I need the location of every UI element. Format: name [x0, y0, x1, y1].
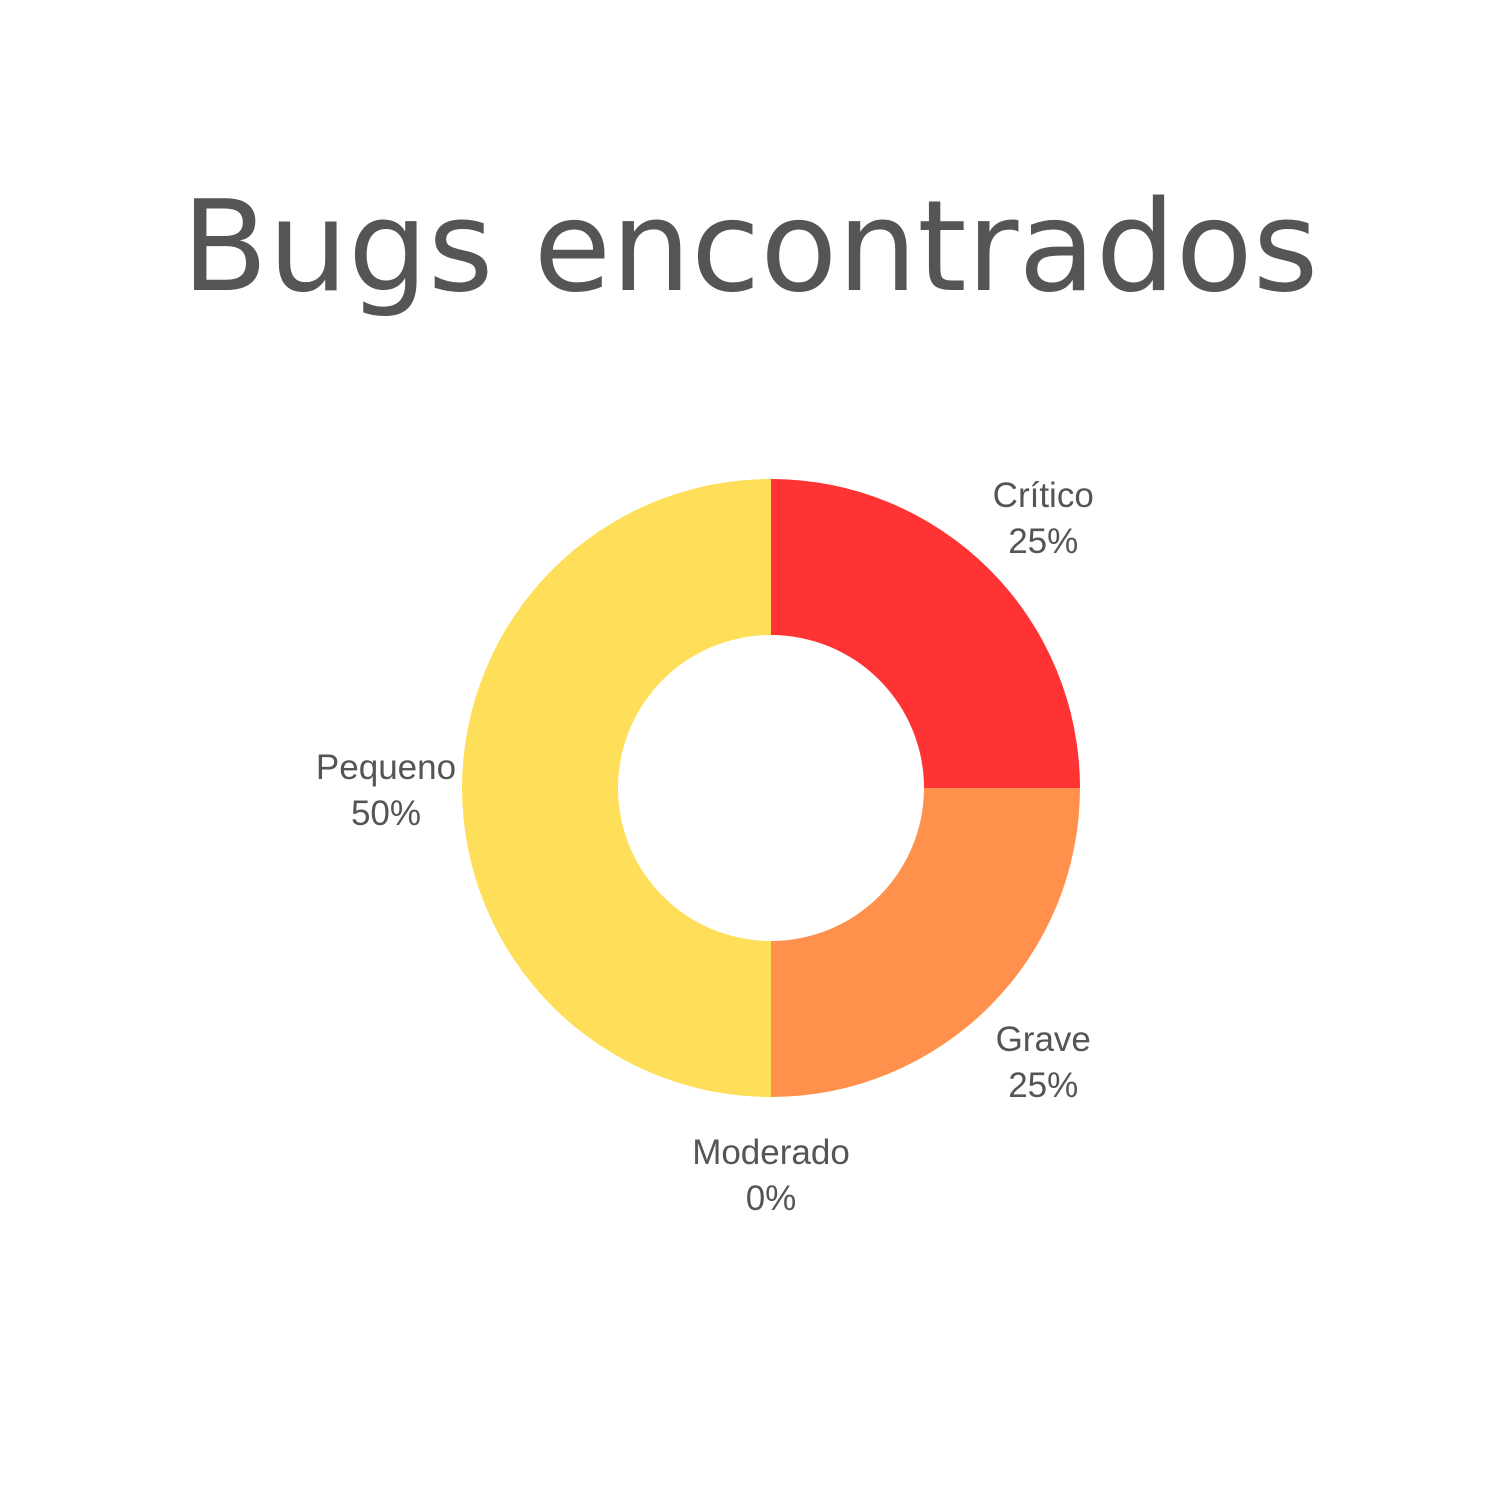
slice-value-grave: 25% [1008, 1066, 1078, 1105]
slice-value-moderado: 0% [746, 1179, 797, 1218]
chart-title: Bugs encontrados [182, 173, 1319, 320]
slice-label-moderado: Moderado [692, 1133, 850, 1172]
slice-label-critico: Crítico [993, 476, 1094, 515]
slice-label-grave: Grave [996, 1020, 1091, 1059]
slices-group [462, 479, 1080, 1097]
slice-pequeno [462, 479, 771, 1097]
slice-value-pequeno: 50% [351, 794, 421, 833]
slice-value-critico: 25% [1008, 522, 1078, 561]
slice-label-pequeno: Pequeno [316, 748, 456, 787]
